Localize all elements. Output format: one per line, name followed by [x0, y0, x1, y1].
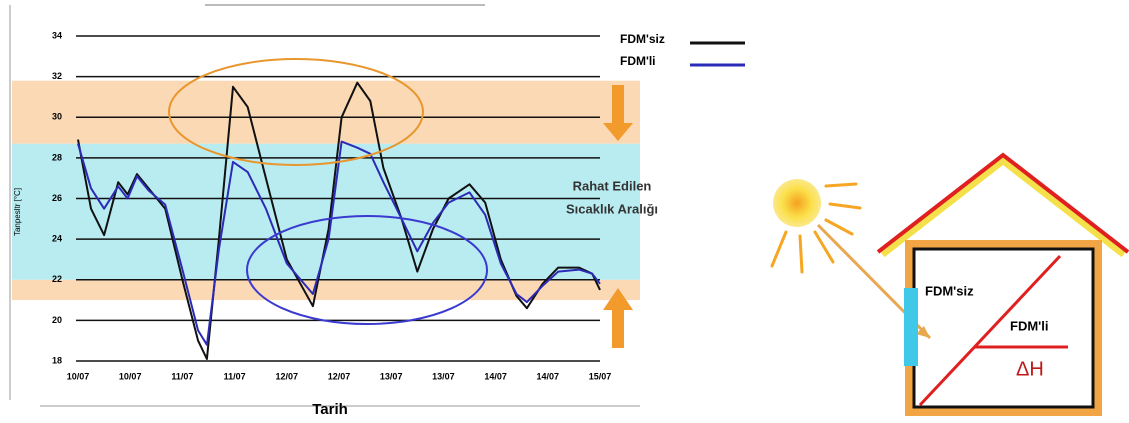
y-tick-label: 18 [52, 355, 62, 365]
x-tick-label: 11/07 [224, 371, 246, 381]
y-tick-label: 28 [52, 152, 62, 162]
y-axis-label: Tanpesltr [°C] [13, 188, 22, 236]
annotation: Rahat Edilen [573, 178, 652, 193]
x-tick-label: 11/07 [171, 371, 193, 381]
page: 18 20 22 24 26 28 30 32 34 10/07 10/07 11/07 11/07 12… [0, 0, 1129, 423]
y-tick-label: 30 [52, 112, 62, 122]
annotation: Sıcaklık Aralığı [566, 201, 658, 216]
y-tick-label: 32 [52, 71, 62, 81]
x-tick-label: 15/07 [589, 371, 612, 381]
x-tick-label: 14/07 [484, 371, 507, 381]
diagram: FDM'siz FDM'li ΔH [772, 155, 1128, 412]
x-tick-label: 12/07 [276, 371, 299, 381]
x-tick-label: 12/07 [328, 371, 351, 381]
roof [878, 155, 1128, 252]
x-axis-label: Tarih [312, 401, 348, 418]
y-tick-label: 20 [52, 315, 62, 325]
legend-label: FDM'siz [620, 32, 665, 46]
y-tick-label: 34 [52, 30, 62, 40]
y-tick-label: 26 [52, 193, 62, 203]
window [904, 288, 918, 366]
sun [773, 179, 821, 227]
x-tick-label: 10/07 [67, 371, 90, 381]
comfort-band [12, 81, 640, 144]
diagram-label: FDM'li [1010, 318, 1048, 333]
legend-label: FDM'li [620, 54, 656, 68]
x-tick-label: 10/07 [119, 371, 142, 381]
diagram-label: ΔH [1016, 358, 1044, 380]
diagram-label: FDM'siz [925, 283, 974, 298]
x-tick-label: 13/07 [380, 371, 403, 381]
y-tick-label: 24 [52, 234, 62, 244]
y-tick-label: 22 [52, 274, 62, 284]
x-tick-label: 13/07 [432, 371, 455, 381]
x-tick-label: 14/07 [537, 371, 560, 381]
